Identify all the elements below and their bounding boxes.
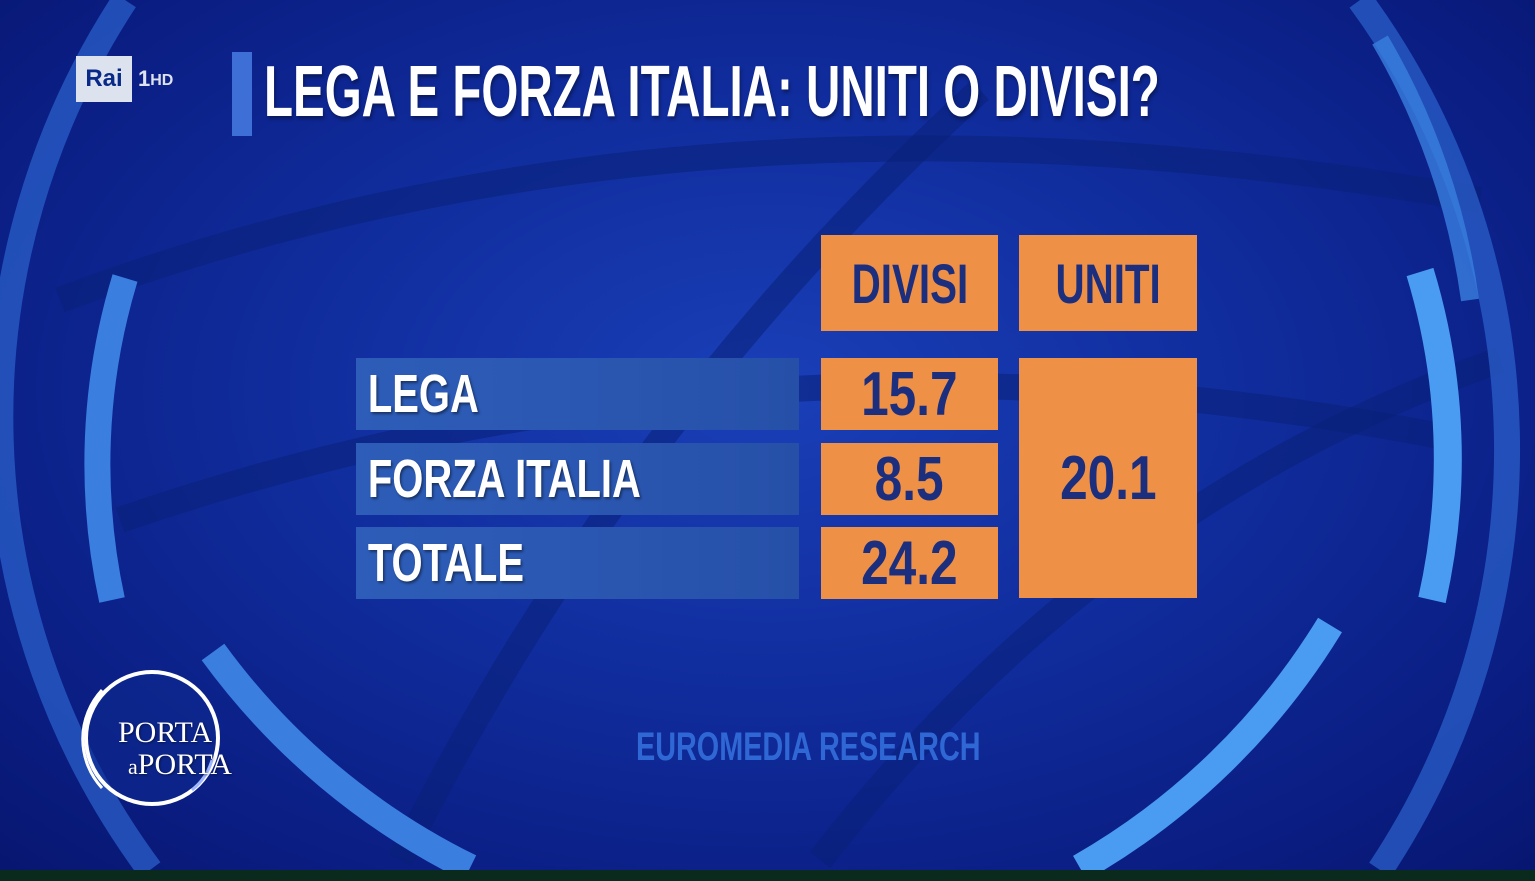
page-title: LEGA E FORZA ITALIA: UNITI O DIVISI? xyxy=(264,52,1160,132)
channel-logo: Rai 1 HD xyxy=(76,56,173,102)
cell-value: 8.5 xyxy=(875,444,944,514)
row-label-text: FORZA ITALIA xyxy=(367,449,641,509)
column-header-divisi-label: DIVISI xyxy=(851,251,968,315)
show-logo-line-2: aPORTA xyxy=(128,748,232,782)
column-header-divisi: DIVISI xyxy=(821,235,998,331)
source-label: EUROMEDIA RESEARCH xyxy=(636,725,981,769)
column-header-uniti-label: UNITI xyxy=(1055,251,1161,315)
row-label-totale: TOTALE xyxy=(356,527,799,599)
title-accent-bar xyxy=(232,52,252,136)
row-label-text: TOTALE xyxy=(367,533,524,593)
channel-number: 1 xyxy=(138,66,150,91)
cell-forza-italia-divisi: 8.5 xyxy=(821,443,998,515)
row-label-text: LEGA xyxy=(367,364,479,424)
column-header-uniti: UNITI xyxy=(1019,235,1197,331)
row-label-forza-italia: FORZA ITALIA xyxy=(356,443,799,515)
channel-quality: HD xyxy=(150,72,174,89)
rai-logo-box: Rai xyxy=(76,56,132,102)
cell-uniti-merged: 20.1 xyxy=(1019,358,1197,598)
cell-value: 20.1 xyxy=(1059,443,1157,513)
bottom-strip xyxy=(0,870,1535,881)
show-logo-small-a: a xyxy=(128,754,138,779)
show-logo-line-2-text: PORTA xyxy=(137,748,232,781)
cell-value: 15.7 xyxy=(861,359,958,429)
row-label-lega: LEGA xyxy=(356,358,799,430)
show-logo-rings xyxy=(81,670,220,806)
show-logo-line-1: PORTA xyxy=(118,716,213,749)
show-logo: PORTA aPORTA xyxy=(72,660,242,810)
cell-value: 24.2 xyxy=(861,528,958,598)
cell-totale-divisi: 24.2 xyxy=(821,527,998,599)
cell-lega-divisi: 15.7 xyxy=(821,358,998,430)
